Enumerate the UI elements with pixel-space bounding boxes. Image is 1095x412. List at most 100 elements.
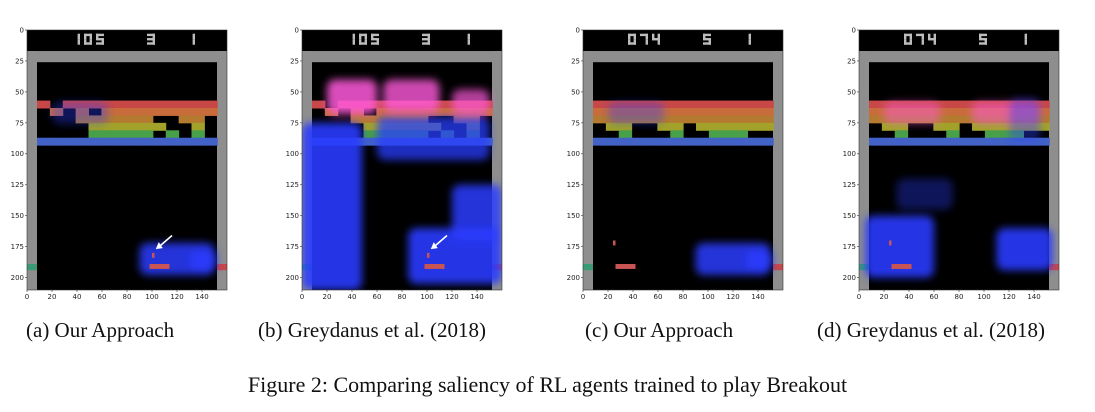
score-segment	[657, 39, 660, 45]
brick	[114, 130, 128, 139]
x-axis: 0 20 40 60 80 100 120 140	[25, 290, 209, 301]
saliency-blob-blue	[1009, 98, 1041, 142]
y-tick-label: 125	[567, 181, 580, 189]
brick	[946, 100, 960, 109]
saliency-blob-pink	[884, 101, 941, 125]
brick	[708, 130, 723, 139]
brick	[389, 108, 403, 116]
x-tick-label: 140	[751, 293, 764, 301]
brick	[350, 115, 364, 124]
score-segment	[928, 38, 936, 41]
score-segment	[652, 33, 655, 40]
brick	[670, 130, 684, 139]
score-segment	[979, 38, 987, 41]
x-tick-label: 20	[880, 293, 889, 301]
brick	[869, 108, 883, 116]
y-axis: 0 25 50 75 100 125 150 175 200	[843, 26, 859, 282]
brick	[670, 115, 684, 124]
brick	[894, 137, 909, 146]
brick	[62, 137, 77, 146]
score-segment	[933, 39, 936, 45]
brick	[670, 100, 684, 109]
y-tick-label: 25	[571, 57, 580, 65]
y-tick-label: 25	[847, 57, 856, 65]
brick	[152, 108, 167, 116]
brick	[618, 137, 633, 146]
saliency-overlay	[302, 79, 502, 290]
brick	[708, 115, 723, 124]
brick	[696, 108, 710, 116]
brick	[708, 137, 723, 146]
brick	[894, 122, 909, 131]
arrow-head	[430, 242, 438, 250]
player-digit	[192, 33, 195, 45]
score-segment	[359, 33, 367, 37]
brick	[101, 130, 115, 139]
x-tick-label: 20	[48, 293, 57, 301]
saliency-overlay	[865, 98, 1053, 278]
brick	[204, 100, 218, 109]
ball	[427, 252, 430, 258]
brick	[165, 130, 180, 139]
brick	[191, 115, 205, 124]
brick	[946, 122, 960, 131]
brick	[178, 108, 192, 116]
score-segment	[628, 42, 636, 45]
saliency-blobs	[865, 98, 1053, 278]
caption-d: (d) Greydanus et al. (2018)	[817, 318, 1046, 342]
score-segment	[928, 33, 931, 40]
x-tick-label: 120	[170, 293, 183, 301]
x-tick-label: 40	[905, 293, 914, 301]
score-segment	[147, 33, 155, 37]
brick	[708, 108, 723, 116]
lives-digit	[703, 33, 711, 45]
brick	[127, 115, 141, 124]
right-wall	[1049, 51, 1059, 290]
y-tick-label: 125	[843, 181, 856, 189]
y-tick-label: 100	[843, 150, 856, 158]
score-segment	[703, 42, 711, 45]
paddle	[891, 264, 912, 269]
y-tick-label: 25	[290, 57, 299, 65]
x-tick-label: 120	[726, 293, 739, 301]
score-segment	[984, 39, 987, 45]
score-display	[904, 33, 1027, 45]
x-tick-label: 40	[348, 293, 357, 301]
score-segment	[422, 42, 430, 45]
brick	[152, 137, 167, 146]
brick	[191, 122, 205, 131]
x-tick-label: 60	[930, 293, 939, 301]
score-segment	[371, 33, 374, 40]
score-segment	[645, 39, 648, 45]
score-segment	[703, 33, 711, 37]
brick	[760, 108, 774, 116]
y-tick-label: 150	[843, 212, 856, 220]
y-tick-label: 200	[843, 274, 856, 282]
saliency-blobs	[608, 101, 773, 276]
right-wall-marker	[1049, 264, 1059, 271]
saliency-blob-blue	[745, 250, 773, 271]
brick	[670, 137, 684, 146]
y-tick-label: 50	[15, 88, 24, 96]
brick	[734, 122, 748, 131]
score-segment	[909, 33, 912, 40]
paddle	[424, 264, 445, 269]
saliency-blob-blue	[189, 250, 217, 271]
score-display	[352, 33, 470, 45]
y-tick-label: 150	[286, 212, 299, 220]
y-tick-label: 200	[11, 274, 24, 282]
score-segment	[96, 33, 99, 40]
brick	[657, 115, 671, 124]
brick	[946, 108, 960, 116]
y-tick-label: 0	[852, 26, 856, 34]
score-segment	[101, 39, 104, 45]
score-segment	[628, 33, 636, 37]
score-segment	[84, 39, 87, 45]
brick	[140, 100, 154, 109]
score-segment	[645, 33, 648, 40]
score-segment	[904, 42, 912, 45]
score-digit	[928, 33, 936, 45]
brick	[88, 137, 102, 146]
score-segment	[192, 33, 195, 40]
brick	[721, 137, 736, 146]
